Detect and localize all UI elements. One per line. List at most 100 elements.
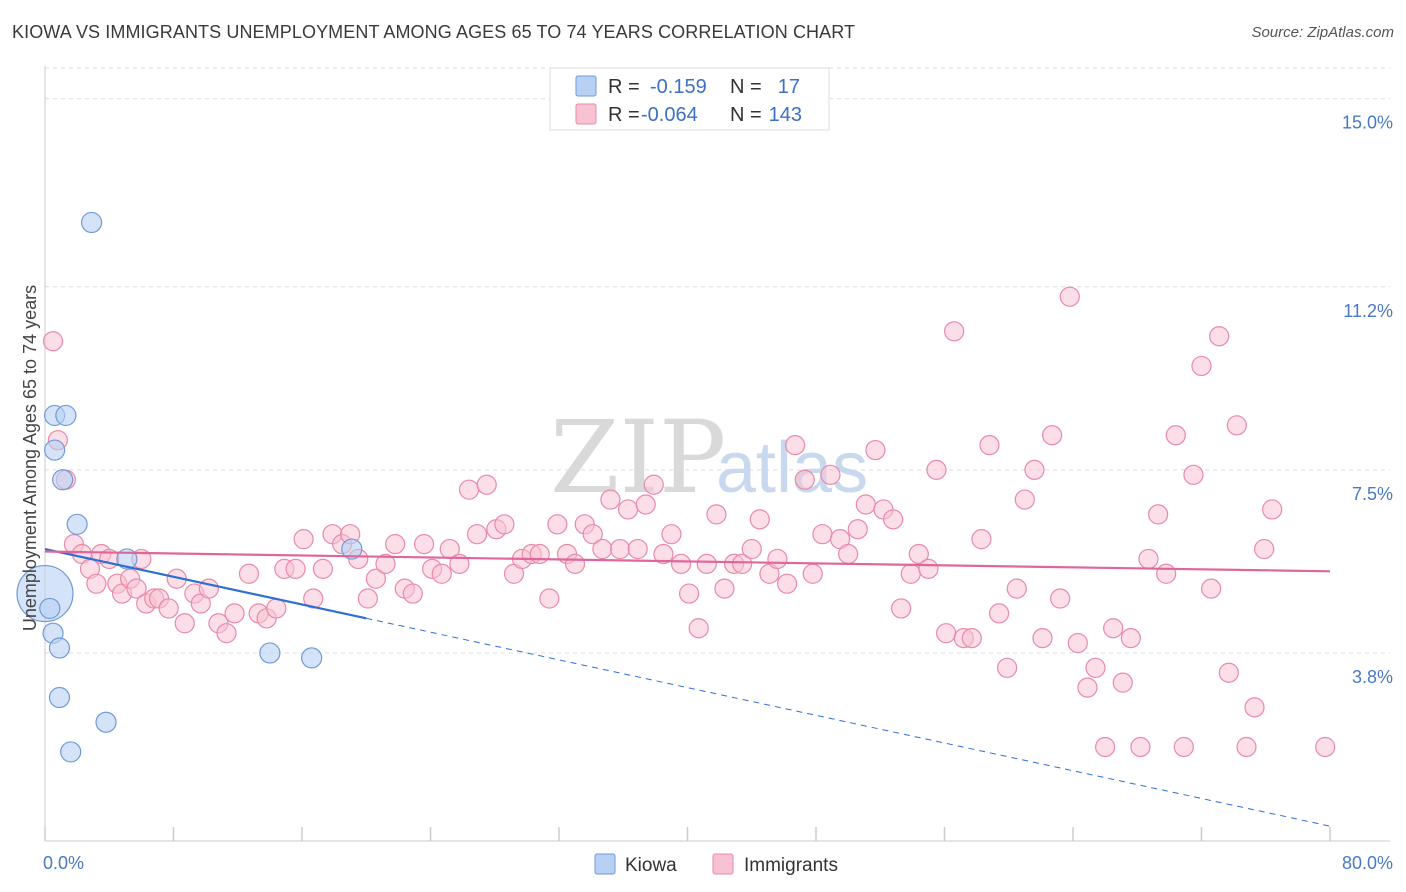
- immigrants-point: [714, 578, 735, 599]
- immigrants-point: [1024, 459, 1045, 480]
- immigrants-point: [466, 524, 488, 545]
- kiowa-point: [301, 647, 323, 669]
- immigrants-point: [86, 573, 107, 594]
- kiowa-point: [66, 513, 88, 535]
- immigrants-point: [1191, 355, 1212, 377]
- immigrants-n-label: N =: [730, 104, 762, 126]
- immigrants-point: [224, 603, 245, 624]
- immigrants-point: [1262, 499, 1283, 520]
- immigrants-point: [944, 321, 965, 342]
- immigrants-point: [882, 509, 904, 530]
- immigrants-point: [1138, 548, 1159, 570]
- immigrants-point: [1226, 415, 1247, 436]
- immigrants-point: [627, 538, 648, 560]
- series-legend: Kiowa Immigrants: [594, 853, 838, 876]
- immigrants-point: [908, 543, 929, 565]
- immigrants-point: [402, 583, 423, 604]
- y-tick-label: 3.8%: [1352, 667, 1393, 687]
- immigrants-point: [1120, 628, 1141, 649]
- kiowa-r-label: R =: [608, 76, 640, 98]
- immigrants-point: [847, 519, 868, 540]
- immigrants-point: [238, 563, 260, 584]
- immigrants-point: [385, 533, 406, 555]
- immigrants-point: [741, 538, 762, 560]
- kiowa-trend-extension: [366, 617, 1331, 827]
- immigrants-point: [679, 583, 700, 604]
- immigrants-point: [413, 533, 435, 555]
- immigrants-point: [617, 499, 639, 520]
- immigrants-point: [1095, 736, 1116, 758]
- immigrants-point: [476, 474, 497, 495]
- immigrants-point: [1112, 672, 1133, 693]
- kiowa-point: [48, 686, 71, 709]
- kiowa-point: [259, 642, 281, 664]
- legend-kiowa-swatch: [594, 853, 616, 875]
- immigrants-point: [706, 504, 727, 525]
- immigrants-point: [1077, 677, 1098, 698]
- immigrants-point: [42, 331, 64, 352]
- immigrants-point: [785, 435, 806, 456]
- immigrants-point: [494, 514, 515, 535]
- immigrants-point: [1085, 657, 1106, 678]
- legend-kiowa-label: Kiowa: [625, 855, 677, 876]
- immigrants-point: [971, 529, 992, 550]
- immigrants-r-label: R =: [608, 104, 640, 126]
- immigrants-n-value: 143: [769, 104, 802, 126]
- immigrants-point: [303, 588, 324, 609]
- immigrants-point: [732, 553, 753, 574]
- immigrants-point: [365, 568, 386, 589]
- immigrants-point: [1042, 425, 1063, 446]
- immigrants-point: [266, 598, 287, 619]
- kiowa-n-label: N =: [730, 76, 762, 98]
- x-tick-label-max: 80.0%: [1342, 853, 1393, 873]
- immigrants-point: [635, 494, 656, 515]
- immigrants-point: [1006, 578, 1027, 599]
- immigrants-point: [458, 479, 480, 500]
- kiowa-r-value: -0.159: [650, 76, 707, 98]
- immigrants-point: [564, 553, 586, 574]
- immigrants-point: [1156, 563, 1177, 584]
- legend-immigrants-label: Immigrants: [744, 855, 838, 876]
- kiowa-trend-line: [44, 547, 367, 620]
- immigrants-point: [1173, 736, 1194, 758]
- immigrants-point: [1130, 736, 1151, 758]
- axis-layer: 3.8% 7.5% 11.2% 15.0% 0.0% 80.0%: [43, 66, 1393, 873]
- immigrants-point: [1218, 662, 1239, 683]
- immigrants-point: [918, 558, 939, 579]
- immigrants-point: [1244, 697, 1265, 718]
- immigrants-r-value: -0.064: [641, 104, 698, 126]
- immigrants-point: [961, 628, 982, 649]
- immigrants-point: [767, 548, 788, 570]
- immigrants-point: [1209, 326, 1230, 347]
- immigrants-point: [312, 558, 333, 579]
- immigrants-point: [936, 623, 957, 644]
- y-axis-label: Unemployment Among Ages 65 to 74 years: [20, 285, 40, 631]
- immigrants-point: [1201, 578, 1222, 599]
- immigrants-point: [855, 494, 876, 515]
- immigrants-point: [375, 553, 396, 574]
- source-label: Source: ZipAtlas.com: [1251, 24, 1394, 41]
- kiowa-point: [48, 637, 71, 659]
- immigrants-point: [776, 573, 798, 594]
- kiowa-point: [95, 711, 117, 733]
- immigrants-point: [529, 543, 550, 565]
- immigrants-point: [653, 543, 674, 565]
- immigrants-point: [794, 469, 815, 490]
- immigrants-point: [609, 538, 631, 560]
- immigrants-point: [900, 563, 921, 584]
- immigrants-point: [126, 578, 147, 599]
- kiowa-point: [52, 469, 74, 491]
- kiowa-point: [80, 211, 103, 234]
- immigrants-point: [643, 474, 664, 495]
- immigrants-point: [670, 553, 692, 574]
- immigrants-point: [357, 588, 378, 609]
- immigrants-point: [449, 553, 470, 574]
- immigrants-point: [547, 514, 568, 535]
- kiowa-point: [39, 597, 61, 620]
- x-tick-label-min: 0.0%: [43, 853, 84, 873]
- kiowa-points: [16, 211, 363, 763]
- immigrants-point: [539, 588, 560, 609]
- immigrants-point: [1254, 538, 1275, 560]
- immigrants-point: [600, 489, 621, 510]
- y-tick-label: 11.2%: [1343, 301, 1393, 321]
